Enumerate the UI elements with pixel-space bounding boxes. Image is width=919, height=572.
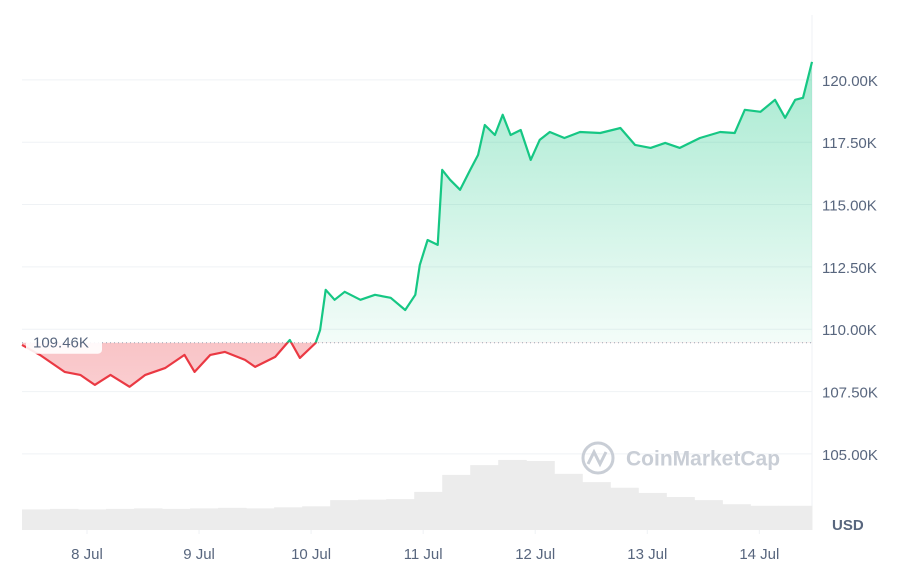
volume-bar	[162, 508, 191, 530]
y-tick-label: 117.50K	[822, 135, 877, 152]
volume-bar	[218, 507, 247, 530]
volume-bar	[554, 473, 583, 530]
volume-bar	[50, 508, 79, 530]
volume-bar	[274, 507, 303, 530]
volume-bar	[22, 509, 51, 530]
volume-bar	[442, 474, 471, 530]
x-tick-label: 8 Jul	[71, 546, 103, 563]
volume-bar	[470, 465, 499, 530]
volume-bar	[330, 500, 359, 530]
y-tick-label: 115.00K	[822, 198, 877, 215]
y-tick-label: 107.50K	[822, 385, 878, 402]
volume-bar	[750, 505, 779, 530]
x-tick-label: 10 Jul	[291, 546, 331, 563]
price-area	[22, 61, 812, 387]
y-tick-label: 105.00K	[822, 447, 878, 464]
volume-bar	[386, 499, 415, 530]
price-line	[21, 61, 814, 388]
volume-bar	[778, 505, 813, 530]
volume-bar	[694, 500, 723, 530]
x-tick-label: 14 Jul	[739, 546, 779, 563]
volume-bar	[638, 492, 667, 530]
volume-bar	[302, 506, 331, 530]
y-unit: USD	[832, 517, 864, 534]
volume-bar	[666, 497, 695, 530]
baseline-label: 109.46K	[33, 335, 89, 352]
volume-bar	[414, 491, 443, 530]
volume-bar	[78, 509, 107, 530]
volume-bar	[106, 508, 135, 530]
volume-bar	[358, 499, 387, 530]
volume-bar	[246, 508, 275, 530]
volume-bar	[610, 487, 639, 530]
y-tick-label: 110.00K	[822, 322, 877, 339]
volume-bar	[526, 460, 555, 530]
y-tick-label: 112.50K	[822, 260, 877, 277]
volume-bar	[190, 508, 219, 530]
volume-bar	[134, 508, 163, 530]
x-tick-label: 11 Jul	[404, 546, 443, 563]
y-tick-label: 120.00K	[822, 73, 878, 90]
watermark-logo	[581, 441, 615, 475]
volume-bar	[722, 504, 751, 530]
x-tick-label: 12 Jul	[515, 546, 555, 563]
watermark: CoinMarketCap	[626, 448, 780, 471]
baseline-label-box	[26, 331, 102, 354]
volume-bar	[582, 482, 611, 530]
x-tick-label: 13 Jul	[627, 546, 667, 563]
x-tick-label: 9 Jul	[183, 546, 215, 563]
volume-bar	[498, 459, 527, 530]
